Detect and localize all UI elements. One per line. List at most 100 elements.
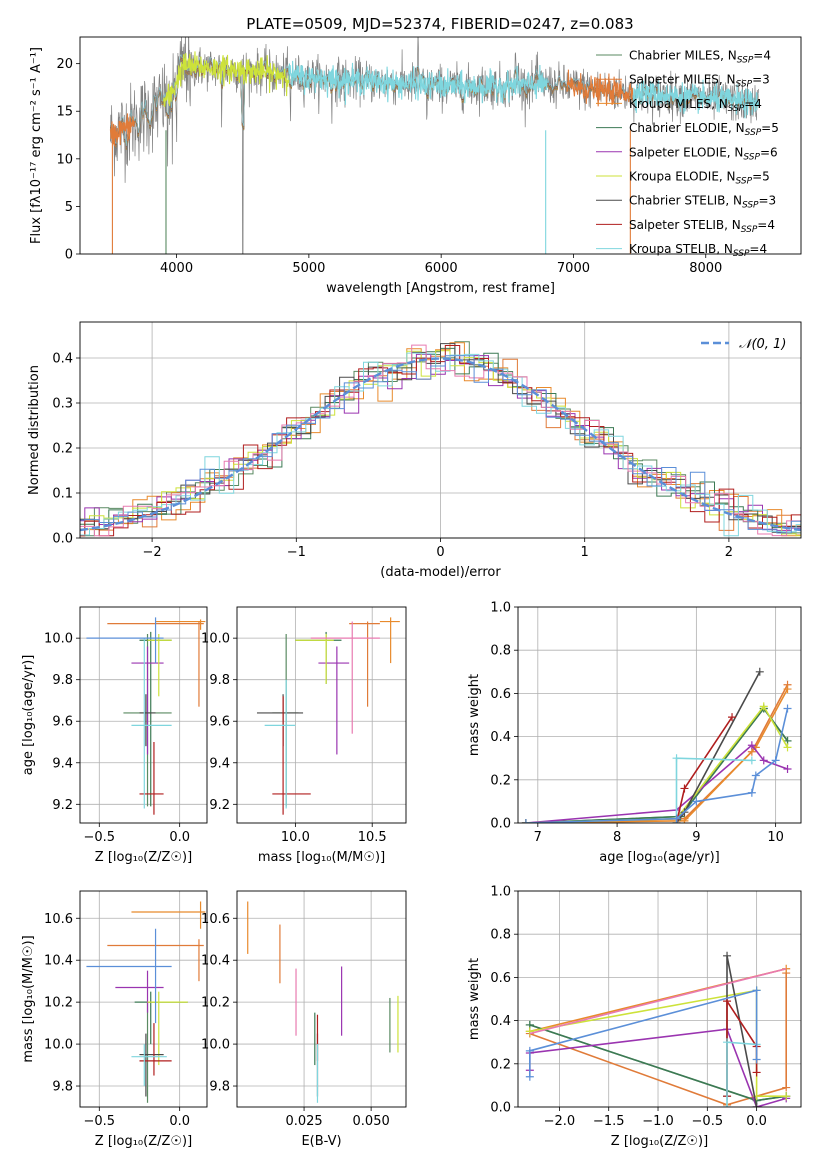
tick-label-y: 0.8	[490, 928, 511, 943]
plot-area	[80, 341, 801, 537]
weight-marker	[728, 713, 737, 722]
legend-nssp-value: =5	[752, 170, 770, 184]
histogram-step	[80, 355, 801, 534]
weight-series-line	[525, 688, 789, 823]
weight-series-line	[529, 967, 787, 1035]
legend-model-name: Salpeter ELODIE	[629, 145, 727, 159]
tick-label-y: 10.0	[44, 1038, 73, 1053]
tick-label-y: 10.4	[44, 954, 73, 969]
tick-label-y: 15	[56, 105, 73, 120]
legend-nssp-sub: SSP	[743, 152, 760, 162]
weight-marker	[759, 702, 768, 711]
weight-series-line	[675, 671, 761, 823]
weight-marker	[752, 1055, 761, 1064]
weight-marker	[672, 754, 681, 763]
weight-marker	[783, 765, 792, 773]
tick-label-x: −1	[287, 545, 306, 560]
tick-label-x: 0.050	[353, 1114, 390, 1129]
legend-model-name: Salpeter MILES	[629, 73, 719, 87]
weight-marker	[525, 1046, 534, 1055]
weight-marker	[747, 756, 756, 765]
legend-entry: Salpeter MILES, NSSP=3	[629, 73, 770, 90]
tick-label-x: 10.5	[358, 830, 387, 845]
histogram-step	[80, 350, 801, 537]
axes-frame	[79, 606, 208, 824]
tick-label-y: 10.0	[201, 1038, 230, 1053]
weight-marker	[752, 986, 761, 995]
weight-marker	[747, 741, 756, 750]
axes-frame	[236, 606, 407, 824]
tick-label-x: 6000	[425, 261, 458, 276]
tick-label-y: 9.2	[52, 798, 73, 813]
model-highlight-segment	[288, 60, 548, 105]
legend-nssp-prefix: , N	[727, 145, 744, 159]
tick-label-y: 9.6	[209, 715, 230, 730]
tick-label-x: −1.0	[642, 1114, 674, 1129]
weight-marker	[525, 1072, 534, 1081]
legend-nssp-sub: SSP	[742, 201, 759, 211]
legend-nssp-prefix: , N	[725, 194, 742, 208]
tick-label-x: 10.0	[281, 830, 310, 845]
tick-label-y: 10	[56, 152, 73, 167]
legend-nssp-sub: SSP	[733, 249, 750, 259]
weight-marker	[782, 1092, 791, 1101]
tick-label-x: 10	[767, 830, 784, 845]
weight-marker	[755, 667, 764, 676]
axes-residuals: −2 −1 0 1 2 0.0 0.1 0.2 0.3 0.4 (data-model)/error…	[27, 321, 802, 580]
plot-area	[525, 951, 791, 1107]
tick-label-x: −0.5	[692, 1114, 724, 1129]
histogram-step	[80, 344, 801, 537]
legend-entry: Kroupa STELIB, NSSP=4	[629, 242, 767, 259]
y-axis-label: mass [log₁₀(M/M☉)]	[21, 935, 36, 1062]
tick-label-x: 0.0	[169, 1114, 190, 1129]
legend-nssp-value: =6	[760, 145, 778, 159]
tick-label-x: 7000	[557, 261, 590, 276]
legend-model-name: Salpeter STELIB	[629, 218, 724, 232]
legend-nssp-sub: SSP	[736, 80, 753, 90]
tick-label-x: 7	[534, 830, 542, 845]
tick-label-y: 9.8	[209, 673, 230, 688]
axes-frame	[79, 890, 208, 1108]
axes-weight_vs_Z: −2.0 −1.5 −1.0 −0.5 0.0 0.0 0.2 0.4 0.6 0.8 1.0 Z […	[467, 885, 802, 1149]
axes-weight_vs_age: 7 8 9 10 0.0 0.2 0.4 0.6 0.8 1.0 age [log₁₀(age/yr…	[467, 601, 802, 865]
weight-marker	[752, 1103, 761, 1107]
tick-label-x: 5000	[292, 261, 325, 276]
y-axis-label: Normed distribution	[27, 365, 42, 495]
weight-marker	[783, 743, 792, 752]
tick-label-y: 9.8	[209, 1080, 230, 1095]
x-axis-label: wavelength [Angstrom, rest frame]	[326, 281, 555, 296]
tick-label-y: 0.2	[52, 442, 73, 457]
legend-nssp-value: =5	[761, 121, 779, 135]
plot-area	[256, 617, 400, 815]
legend-model-name: Kroupa MILES	[629, 97, 711, 111]
legend-entry: Salpeter STELIB, NSSP=4	[629, 218, 775, 235]
weight-marker	[752, 1068, 761, 1077]
tick-label-y: 0.0	[52, 532, 73, 547]
weight-marker	[692, 797, 701, 806]
tick-label-x: −0.5	[84, 1114, 116, 1129]
tick-label-x: 4000	[160, 261, 193, 276]
legend-entry: Chabrier MILES, NSSP=4	[629, 49, 771, 66]
tick-label-x: 0.025	[285, 1114, 322, 1129]
legend-model-name: Kroupa STELIB	[629, 242, 716, 256]
plot-area	[247, 901, 399, 1103]
x-axis-label: E(B-V)	[301, 1134, 341, 1149]
legend-entry: Kroupa ELODIE, NSSP=5	[629, 170, 770, 187]
axes-frame	[236, 890, 407, 1108]
tick-label-y: 0.3	[52, 397, 73, 412]
axes-mass_vs_Z: −0.5 0.0 9.8 10.0 10.2 10.4 10.6 Z [log₁₀(Z/Z☉)…	[21, 890, 208, 1149]
tick-label-y: 10.2	[44, 996, 73, 1011]
legend-nssp-sub: SSP	[736, 177, 753, 187]
weight-marker	[751, 771, 760, 780]
legend-nssp-prefix: , N	[716, 242, 733, 256]
tick-label-y: 0.1	[52, 487, 73, 502]
legend-nssp-prefix: , N	[719, 170, 736, 184]
legend-nssp-prefix: , N	[711, 97, 728, 111]
legend-nssp-sub: SSP	[737, 56, 754, 66]
weight-marker	[783, 704, 792, 713]
legend-nssp-value: =4	[757, 218, 775, 232]
legend-nssp-prefix: , N	[728, 121, 745, 135]
y-axis-label: Flux [fλ10⁻¹⁷ erg cm⁻² s⁻¹ A⁻¹]	[29, 47, 44, 244]
weight-marker	[723, 951, 732, 960]
